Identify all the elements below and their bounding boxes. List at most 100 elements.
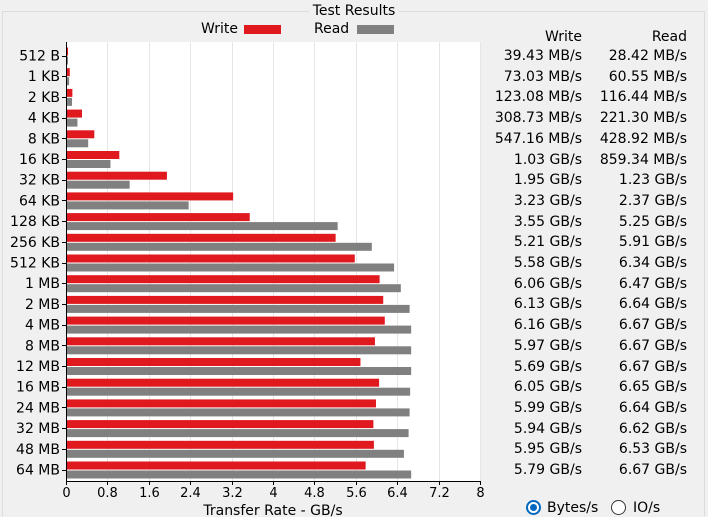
write-column-header: Write: [545, 29, 582, 45]
category-label: 12 MB: [16, 359, 60, 375]
write-result: 1.03 GB/s: [513, 152, 582, 168]
read-bar: [67, 56, 68, 65]
write-result: 6.06 GB/s: [513, 276, 582, 292]
write-bar: [67, 461, 366, 470]
read-result: 6.67 GB/s: [618, 338, 687, 354]
write-result: 3.23 GB/s: [513, 193, 582, 209]
read-result: 6.62 GB/s: [618, 421, 687, 437]
read-result: 6.67 GB/s: [618, 317, 687, 333]
x-tick-label: 2.4: [180, 486, 201, 501]
write-result: 6.05 GB/s: [513, 379, 582, 395]
write-result: 3.55 GB/s: [513, 214, 582, 230]
write-result: 5.79 GB/s: [513, 462, 582, 478]
write-result: 73.03 MB/s: [503, 69, 582, 85]
write-result: 6.16 GB/s: [513, 317, 582, 333]
read-result: 1.23 GB/s: [618, 172, 687, 188]
x-tick-label: 3.2: [222, 486, 243, 501]
legend-read-label: Read: [314, 21, 350, 37]
read-bar: [67, 408, 410, 417]
read-result: 5.91 GB/s: [618, 234, 687, 250]
x-tick-label: 4: [269, 486, 277, 501]
write-bar: [67, 130, 95, 139]
read-result: 6.65 GB/s: [618, 379, 687, 395]
write-result: 5.97 GB/s: [513, 338, 582, 354]
category-label: 32 MB: [16, 421, 60, 437]
read-bar: [67, 367, 412, 375]
write-bar: [67, 337, 375, 346]
write-result: 5.21 GB/s: [513, 234, 582, 250]
category-label: 16 MB: [16, 380, 60, 396]
bytes-per-second-radio[interactable]: [526, 500, 541, 515]
read-result: 6.53 GB/s: [618, 441, 687, 457]
read-result: 428.92 MB/s: [599, 131, 687, 147]
io-per-second-label[interactable]: IO/s: [633, 500, 661, 516]
category-label: 1 KB: [28, 69, 60, 85]
category-label: 4 KB: [28, 111, 60, 127]
read-bar: [67, 346, 412, 355]
write-result: 1.95 GB/s: [513, 172, 582, 188]
x-axis-label: Transfer Rate - GB/s: [202, 503, 342, 517]
read-result: 6.47 GB/s: [618, 276, 687, 292]
write-result: 5.58 GB/s: [513, 255, 582, 271]
read-bar: [67, 180, 130, 189]
category-label: 8 KB: [28, 131, 60, 147]
category-label: 256 KB: [10, 235, 60, 251]
read-bar: [67, 284, 401, 293]
legend-write-label: Write: [201, 21, 238, 37]
write-bar: [67, 399, 376, 408]
write-result: 308.73 MB/s: [494, 110, 582, 126]
category-label: 64 KB: [19, 193, 60, 209]
category-label: 512 KB: [10, 256, 60, 272]
write-bar: [67, 316, 385, 325]
category-label: 16 KB: [19, 152, 60, 168]
write-result: 5.69 GB/s: [513, 359, 582, 375]
read-bar: [67, 222, 338, 231]
write-bar: [67, 88, 73, 97]
category-label: 48 MB: [16, 442, 60, 458]
category-label: 32 KB: [19, 173, 60, 189]
read-column-header: Read: [651, 29, 687, 45]
write-bar: [67, 171, 167, 180]
read-bar: [67, 325, 412, 334]
bytes-per-second-label[interactable]: Bytes/s: [547, 500, 599, 516]
category-label: 1 MB: [25, 276, 60, 292]
x-tick-label: 8: [476, 486, 484, 501]
read-bar: [67, 118, 78, 127]
read-bar: [67, 387, 411, 396]
read-result: 6.64 GB/s: [618, 296, 687, 312]
write-bar: [67, 233, 336, 242]
write-result: 5.99 GB/s: [513, 400, 582, 416]
write-result: 123.08 MB/s: [494, 89, 582, 105]
write-bar: [67, 109, 82, 118]
write-bar: [67, 378, 380, 387]
read-bar: [67, 242, 372, 251]
read-result: 116.44 MB/s: [599, 89, 687, 105]
x-tick-label: 5.6: [346, 486, 367, 501]
category-label: 4 MB: [25, 318, 60, 334]
read-bar: [67, 77, 70, 86]
write-bar: [67, 151, 120, 159]
write-result: 547.16 MB/s: [494, 131, 582, 147]
read-bar: [67, 263, 395, 272]
read-bar: [67, 160, 111, 168]
read-bar: [67, 304, 410, 313]
legend-write-swatch: [244, 25, 281, 34]
write-bar: [67, 68, 70, 77]
read-result: 859.34 MB/s: [599, 152, 687, 168]
read-result: 60.55 MB/s: [608, 69, 687, 85]
read-bar: [67, 201, 189, 210]
x-tick-label: 7.2: [429, 486, 450, 501]
write-result: 5.95 GB/s: [513, 441, 582, 457]
category-label: 24 MB: [16, 400, 60, 416]
x-tick-label: 6.4: [387, 486, 408, 501]
x-tick-label: 1.6: [139, 486, 160, 501]
read-result: 6.64 GB/s: [618, 400, 687, 416]
read-result: 6.67 GB/s: [618, 462, 687, 478]
category-label: 8 MB: [25, 338, 60, 354]
write-bar: [67, 295, 384, 304]
write-bar: [67, 47, 69, 56]
write-bar: [67, 358, 361, 366]
io-per-second-radio[interactable]: [611, 500, 626, 515]
read-result: 28.42 MB/s: [608, 48, 687, 64]
